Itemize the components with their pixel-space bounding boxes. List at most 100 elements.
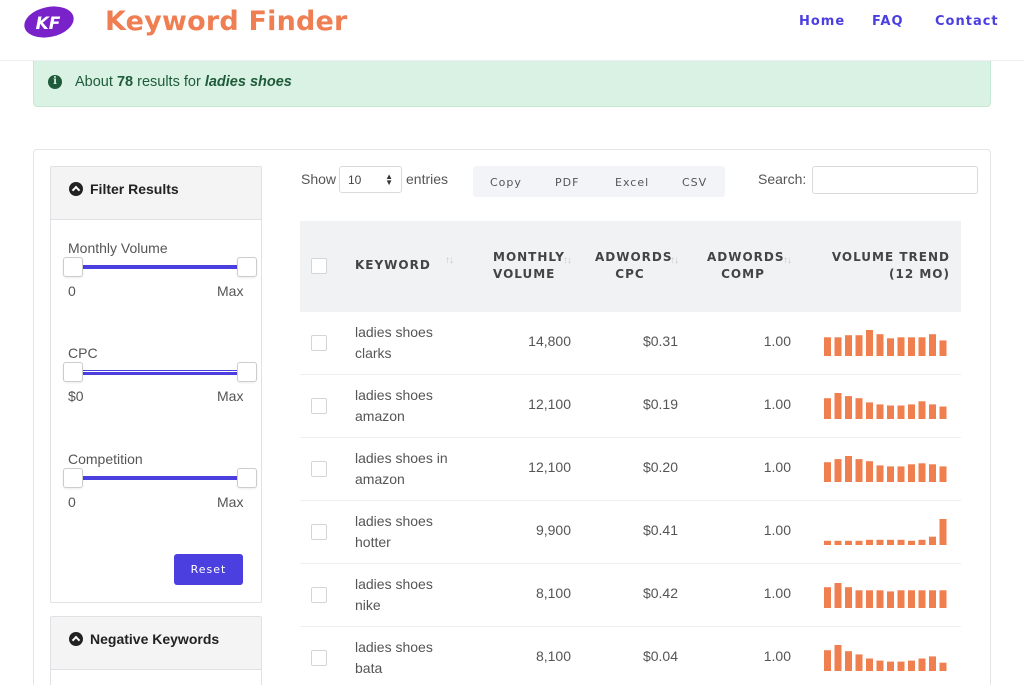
volume-cell: 12,100	[528, 396, 571, 412]
row-checkbox[interactable]	[311, 461, 327, 477]
trend-bar	[824, 540, 831, 545]
cpc-max-handle[interactable]	[237, 362, 257, 382]
nav-faq-link[interactable]: FAQ	[872, 14, 904, 29]
cpc-cell: $0.20	[642, 459, 678, 475]
trend-bar	[918, 401, 926, 419]
header-adwords-comp-line1: ADWORDS	[707, 250, 785, 264]
trend-bar	[939, 519, 947, 545]
table-row[interactable]: ladies shoes bata 8,100 $0.04 1.00	[300, 627, 961, 685]
cpc-min-handle[interactable]	[63, 362, 83, 382]
trend-bar	[834, 645, 842, 671]
nav-home-link[interactable]: Home	[799, 14, 846, 29]
negative-keywords-title: Negative Keywords	[90, 631, 220, 647]
competition-min-handle[interactable]	[63, 468, 83, 488]
trend-bar	[845, 587, 852, 608]
negative-keywords-header[interactable]: Negative Keywords	[51, 617, 261, 670]
sort-icon[interactable]: ↑↓	[563, 255, 572, 266]
csv-button[interactable]: CSV	[682, 176, 708, 189]
nav-contact-link[interactable]: Contact	[935, 14, 999, 29]
volume-cell: 9,900	[535, 522, 571, 538]
entries-label: entries	[406, 171, 449, 187]
select-all-checkbox[interactable]	[311, 258, 327, 274]
table-row[interactable]: ladies shoes hotter 9,900 $0.41 1.00	[300, 501, 961, 564]
copy-button[interactable]: Copy	[490, 176, 522, 189]
row-checkbox[interactable]	[311, 587, 327, 603]
monthly-volume-max-handle[interactable]	[237, 257, 257, 277]
keyword-line1: ladies shoes	[355, 513, 433, 529]
keyword-line2: nike	[355, 597, 381, 613]
trend-bar	[918, 539, 926, 545]
header-monthly-volume-line2: VOLUME	[493, 267, 556, 281]
logo-mark-icon: KF	[24, 6, 74, 38]
table-row[interactable]: ladies shoes amazon 12,100 $0.19 1.00	[300, 375, 961, 438]
filter-panel: Filter Results	[50, 166, 262, 603]
keyword-line1: ladies shoes	[355, 576, 433, 592]
trend-bar	[855, 590, 863, 608]
row-checkbox[interactable]	[311, 335, 327, 351]
trend-bar	[929, 590, 936, 608]
volume-trend-sparkline	[824, 519, 950, 545]
header-keyword[interactable]: KEYWORD	[355, 258, 431, 272]
reset-button[interactable]: Reset	[174, 554, 243, 585]
trend-bar	[897, 405, 905, 419]
header-adwords-cpc-line2: CPC	[615, 267, 645, 281]
comp-cell: 1.00	[763, 459, 791, 475]
keyword-line2: clarks	[355, 345, 392, 361]
logo[interactable]: KF	[22, 5, 76, 39]
trend-bar	[939, 662, 947, 671]
header-volume-trend-line1: VOLUME TREND	[831, 250, 950, 264]
trend-bar	[887, 405, 894, 419]
brand-title[interactable]: Keyword Finder	[105, 6, 348, 37]
header-adwords-comp-line2: COMP	[721, 267, 765, 281]
trend-bar	[908, 590, 915, 608]
cpc-cell: $0.42	[642, 585, 678, 601]
trend-bar	[897, 337, 905, 356]
table-row[interactable]: ladies shoes nike 8,100 $0.42 1.00	[300, 564, 961, 627]
monthly-volume-min-handle[interactable]	[63, 257, 83, 277]
cpc-label: CPC	[68, 345, 98, 361]
trend-bar	[876, 404, 884, 419]
header-monthly-volume[interactable]: MONTHLY VOLUME	[493, 249, 564, 283]
results-query: ladies shoes	[204, 74, 292, 90]
sort-icon[interactable]: ↑↓	[445, 255, 454, 266]
trend-bar	[897, 466, 905, 482]
negative-keywords-panel: Negative Keywords	[50, 616, 262, 685]
competition-slider-track[interactable]	[73, 476, 247, 480]
row-checkbox[interactable]	[311, 398, 327, 414]
keyword-line1: ladies shoes	[355, 324, 433, 340]
show-label: Show	[301, 171, 337, 187]
comp-cell: 1.00	[763, 396, 791, 412]
table-row[interactable]: ladies shoes in amazon 12,100 $0.20 1.00	[300, 438, 961, 501]
cpc-slider-track[interactable]	[73, 370, 247, 375]
header-adwords-comp[interactable]: ADWORDS COMP	[707, 249, 785, 283]
trend-bar	[834, 540, 842, 545]
trend-bar	[908, 337, 915, 356]
trend-bar	[855, 540, 863, 545]
trend-bar	[866, 658, 873, 671]
table-header: KEYWORD ↑↓ MONTHLY VOLUME ↑↓ ADWORDS CPC…	[300, 221, 961, 312]
pdf-button[interactable]: PDF	[555, 176, 580, 189]
filter-panel-header[interactable]: Filter Results	[51, 167, 261, 220]
trend-bar	[918, 590, 926, 608]
sort-icon[interactable]: ↑↓	[670, 255, 679, 266]
table-row[interactable]: ladies shoes clarks 14,800 $0.31 1.00	[300, 312, 961, 375]
trend-bar	[887, 591, 894, 608]
trend-bar	[876, 539, 884, 545]
results-summary: About 78 results for ladies shoes	[75, 74, 292, 90]
competition-max-handle[interactable]	[237, 468, 257, 488]
comp-cell: 1.00	[763, 333, 791, 349]
trend-bar	[824, 398, 831, 419]
entries-select[interactable]: 10 ▲ ▼	[339, 166, 402, 193]
sort-icon[interactable]: ↑↓	[783, 255, 792, 266]
search-input[interactable]	[812, 166, 978, 194]
row-checkbox[interactable]	[311, 524, 327, 540]
cpc-max-value: Max	[217, 388, 244, 404]
trend-bar	[897, 590, 905, 608]
volume-cell: 8,100	[535, 585, 571, 601]
monthly-volume-slider-track[interactable]	[73, 265, 247, 269]
header-adwords-cpc[interactable]: ADWORDS CPC	[595, 249, 672, 283]
results-middle: results for	[137, 74, 201, 90]
trend-bar	[855, 459, 863, 482]
excel-button[interactable]: Excel	[615, 176, 650, 189]
row-checkbox[interactable]	[311, 650, 327, 666]
